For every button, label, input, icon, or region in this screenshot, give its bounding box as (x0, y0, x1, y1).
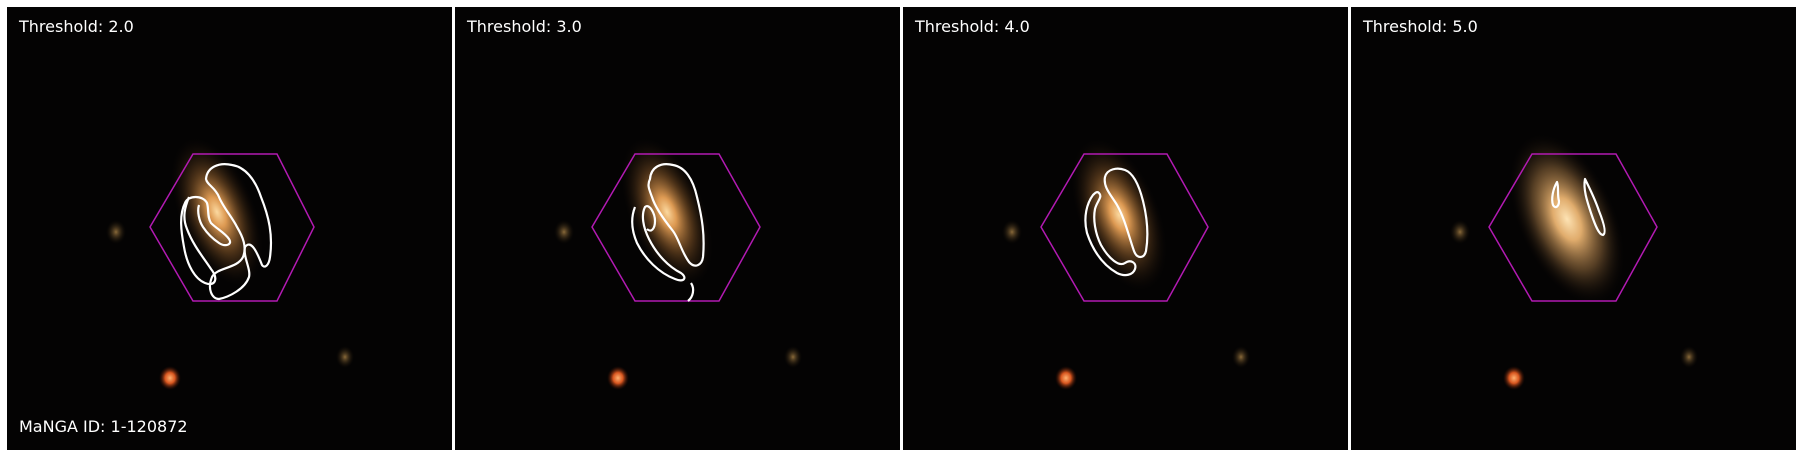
galaxy-image-1 (7, 7, 452, 450)
threshold-label: Threshold: 3.0 (467, 17, 582, 36)
ifu-hexagon (1040, 153, 1209, 302)
image-panel-3: Threshold: 4.0 (903, 7, 1348, 450)
galaxy-glow (171, 138, 263, 286)
threshold-label: Threshold: 4.0 (915, 17, 1030, 36)
faint-star (1450, 220, 1470, 244)
faint-star (1680, 346, 1698, 368)
contour-inner (180, 195, 232, 286)
faint-star (1002, 220, 1022, 244)
contour-left (1551, 180, 1561, 209)
bright-star (1055, 366, 1077, 390)
faint-star (784, 346, 802, 368)
faint-star (1232, 346, 1250, 368)
faint-star (336, 346, 354, 368)
image-panel-4: Threshold: 5.0 (1351, 7, 1796, 450)
bright-star (159, 366, 181, 390)
galaxy-image-2 (455, 7, 900, 450)
contour-inner (1084, 191, 1137, 277)
ifu-hexagon (149, 153, 315, 302)
galaxy-image-4 (1351, 7, 1796, 450)
ifu-hexagon (1488, 153, 1658, 302)
ifu-hexagon (591, 153, 761, 302)
contour-outer (647, 163, 705, 267)
image-panel-2: Threshold: 3.0 (455, 7, 900, 450)
galaxy-glow (621, 138, 713, 286)
galaxy-glow (1509, 134, 1625, 304)
contour-right (1583, 177, 1606, 237)
galaxy-image-3 (903, 7, 1348, 450)
contour-fragment (687, 282, 695, 302)
image-panel-1: Threshold: 2.0 MaNGA ID: 1-120872 (7, 7, 452, 450)
bright-star (607, 366, 629, 390)
faint-star (106, 220, 126, 244)
threshold-label: Threshold: 5.0 (1363, 17, 1478, 36)
bright-star (1503, 366, 1525, 390)
manga-id-label: MaNGA ID: 1-120872 (19, 417, 188, 436)
faint-star (554, 220, 574, 244)
contour-outer (204, 163, 273, 301)
contour-outer (1103, 167, 1149, 259)
contour-inner (631, 205, 686, 282)
threshold-label: Threshold: 2.0 (19, 17, 134, 36)
